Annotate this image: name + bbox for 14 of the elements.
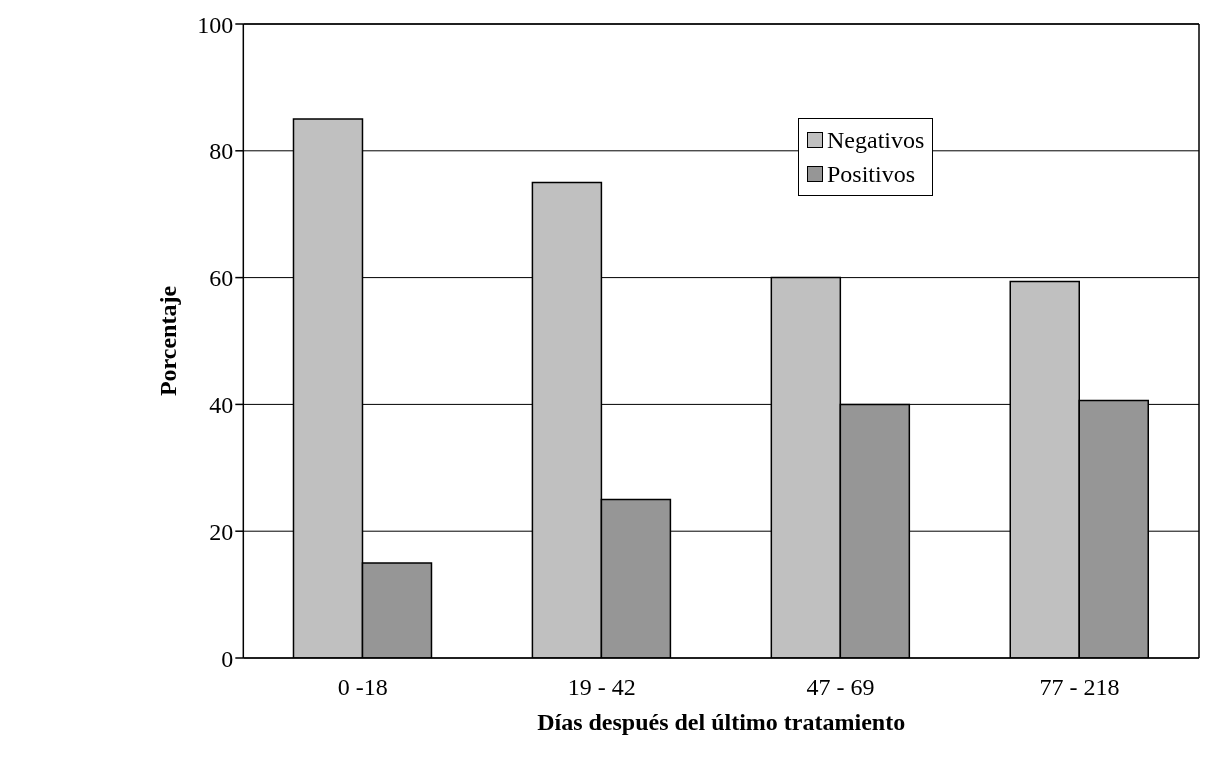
y-tick-label: 80 xyxy=(209,138,234,165)
x-tick-label: 77 - 218 xyxy=(1039,674,1120,701)
x-axis-title: Días después del último tratamiento xyxy=(537,709,906,735)
x-tick-label: 0 -18 xyxy=(337,674,388,701)
y-tick-label: 100 xyxy=(197,11,234,38)
y-tick-label: 20 xyxy=(209,518,234,545)
y-tick-label: 0 xyxy=(221,645,234,672)
y-tick-label: 40 xyxy=(209,391,234,418)
y-tick-label: 60 xyxy=(209,265,234,292)
y-axis-title: Porcentaje xyxy=(154,285,181,397)
legend-label: Positivos xyxy=(827,160,916,189)
x-tick-label: 47 - 69 xyxy=(806,674,875,701)
x-tick-label: 19 - 42 xyxy=(567,674,636,701)
legend-label: Negativos xyxy=(827,126,925,155)
